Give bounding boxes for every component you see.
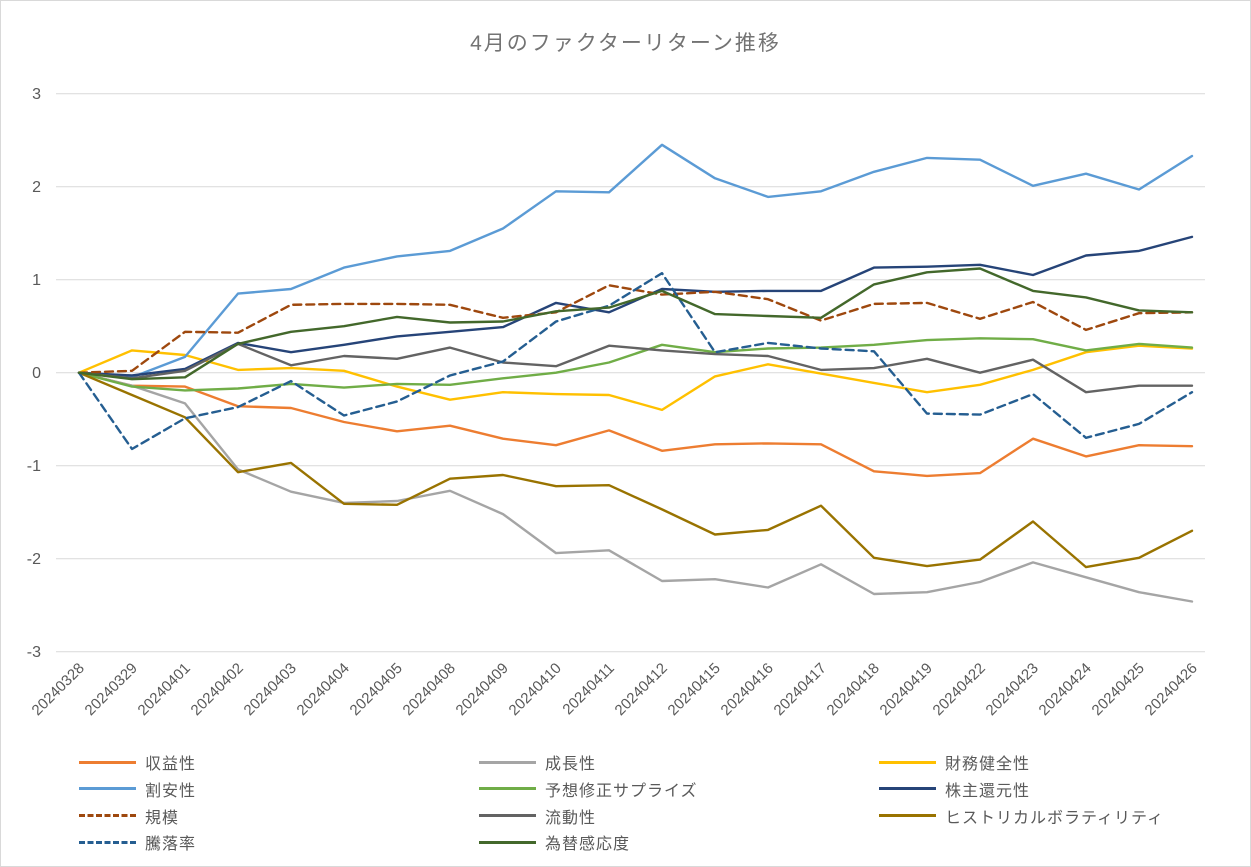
legend-label: ヒストリカルボラティリティ: [945, 809, 1165, 827]
legend-item-為替感応度[interactable]: 為替感応度: [479, 833, 631, 854]
x-axis-tick-label: 20240416: [718, 660, 777, 719]
x-axis-tick-label: 20240419: [877, 660, 936, 719]
y-axis-tick-label: 1: [32, 272, 41, 289]
y-axis-tick-label: -1: [27, 458, 41, 475]
legend-swatch-流動性: [479, 814, 536, 818]
legend-label: 流動性: [545, 809, 597, 827]
x-axis-tick-label: 20240415: [665, 660, 724, 719]
legend-item-流動性[interactable]: 流動性: [479, 807, 597, 827]
legend-label: 収益性: [145, 756, 197, 773]
legend-label: 株主還元性: [945, 782, 1031, 800]
y-axis-tick-label: 0: [32, 365, 41, 382]
x-axis-tick-label: 20240328: [29, 660, 88, 719]
legend-label: 騰落率: [145, 836, 197, 854]
legend-item-規模[interactable]: 規模: [79, 807, 180, 827]
legend-swatch-収益性: [79, 760, 136, 764]
series-line-成長性[interactable]: [77, 371, 1194, 603]
x-axis-tick-label: 20240402: [188, 660, 247, 719]
x-axis-tick-label: 20240405: [347, 660, 406, 719]
legend-label: 財務健全性: [945, 756, 1031, 773]
x-axis-tick-label: 20240417: [771, 660, 830, 719]
x-axis-tick-label: 20240329: [82, 660, 141, 719]
y-axis-tick-label: -3: [27, 644, 41, 661]
series-line-為替感応度[interactable]: [77, 267, 1194, 381]
legend-label: 規模: [145, 809, 180, 827]
x-axis-tick-label: 20240401: [135, 660, 194, 719]
series-line-株主還元性[interactable]: [77, 235, 1194, 377]
legend-item-収益性[interactable]: 収益性: [79, 753, 197, 773]
x-axis-tick-label: 20240404: [294, 660, 353, 719]
legend-item-割安性[interactable]: 割安性: [79, 780, 197, 800]
series-line-収益性[interactable]: [77, 371, 1194, 478]
x-axis-tick-label: 20240403: [241, 660, 300, 719]
y-axis-tick-label: -2: [27, 551, 41, 568]
y-axis-tick-label: 2: [32, 179, 41, 196]
series-line-ヒストリカルボラティリティ[interactable]: [77, 371, 1194, 569]
series-line-流動性[interactable]: [77, 342, 1194, 394]
legend-swatch-財務健全性: [879, 760, 936, 764]
legend-swatch-株主還元性: [879, 787, 936, 791]
legend-swatch-騰落率: [79, 840, 136, 844]
x-axis-tick-label: 20240410: [506, 660, 565, 719]
x-axis-tick-label: 20240411: [559, 660, 617, 718]
series-line-割安性[interactable]: [77, 143, 1194, 379]
legend-swatch-成長性: [479, 760, 536, 764]
legend-label: 割安性: [145, 782, 197, 800]
legend-item-予想修正サプライズ[interactable]: 予想修正サプライズ: [479, 780, 698, 800]
legend-label: 成長性: [545, 756, 597, 773]
x-axis-tick-label: 20240423: [983, 660, 1042, 719]
legend-label: 予想修正サプライズ: [545, 782, 698, 800]
legend-swatch-規模: [79, 814, 136, 818]
chart-title: 4月のファクターリターン推移: [470, 32, 781, 55]
series-line-予想修正サプライズ[interactable]: [77, 337, 1194, 392]
x-axis-tick-label: 20240412: [612, 660, 671, 719]
legend-label: 為替感応度: [545, 836, 631, 854]
x-axis-tick-label: 20240409: [453, 660, 512, 719]
x-axis-tick-label: 20240424: [1036, 660, 1095, 719]
legend-swatch-ヒストリカルボラティリティ: [879, 814, 936, 818]
legend-item-ヒストリカルボラティリティ[interactable]: ヒストリカルボラティリティ: [879, 807, 1165, 827]
legend-swatch-割安性: [79, 787, 136, 791]
legend-item-成長性[interactable]: 成長性: [479, 753, 597, 773]
legend-item-財務健全性[interactable]: 財務健全性: [879, 753, 1031, 773]
x-axis-tick-label: 20240422: [930, 660, 989, 719]
legend-item-騰落率[interactable]: 騰落率: [79, 833, 197, 854]
series-line-騰落率[interactable]: [77, 272, 1194, 451]
x-axis-tick-label: 20240418: [824, 660, 883, 719]
x-axis-tick-label: 20240425: [1089, 660, 1148, 719]
series-line-財務健全性[interactable]: [77, 344, 1194, 412]
x-axis-tick-label: 20240426: [1142, 660, 1201, 719]
legend-item-株主還元性[interactable]: 株主還元性: [879, 780, 1031, 800]
x-axis-tick-label: 20240408: [400, 660, 459, 719]
legend-swatch-予想修正サプライズ: [479, 787, 536, 791]
legend-swatch-為替感応度: [479, 840, 536, 844]
y-axis-tick-label: 3: [32, 86, 41, 103]
